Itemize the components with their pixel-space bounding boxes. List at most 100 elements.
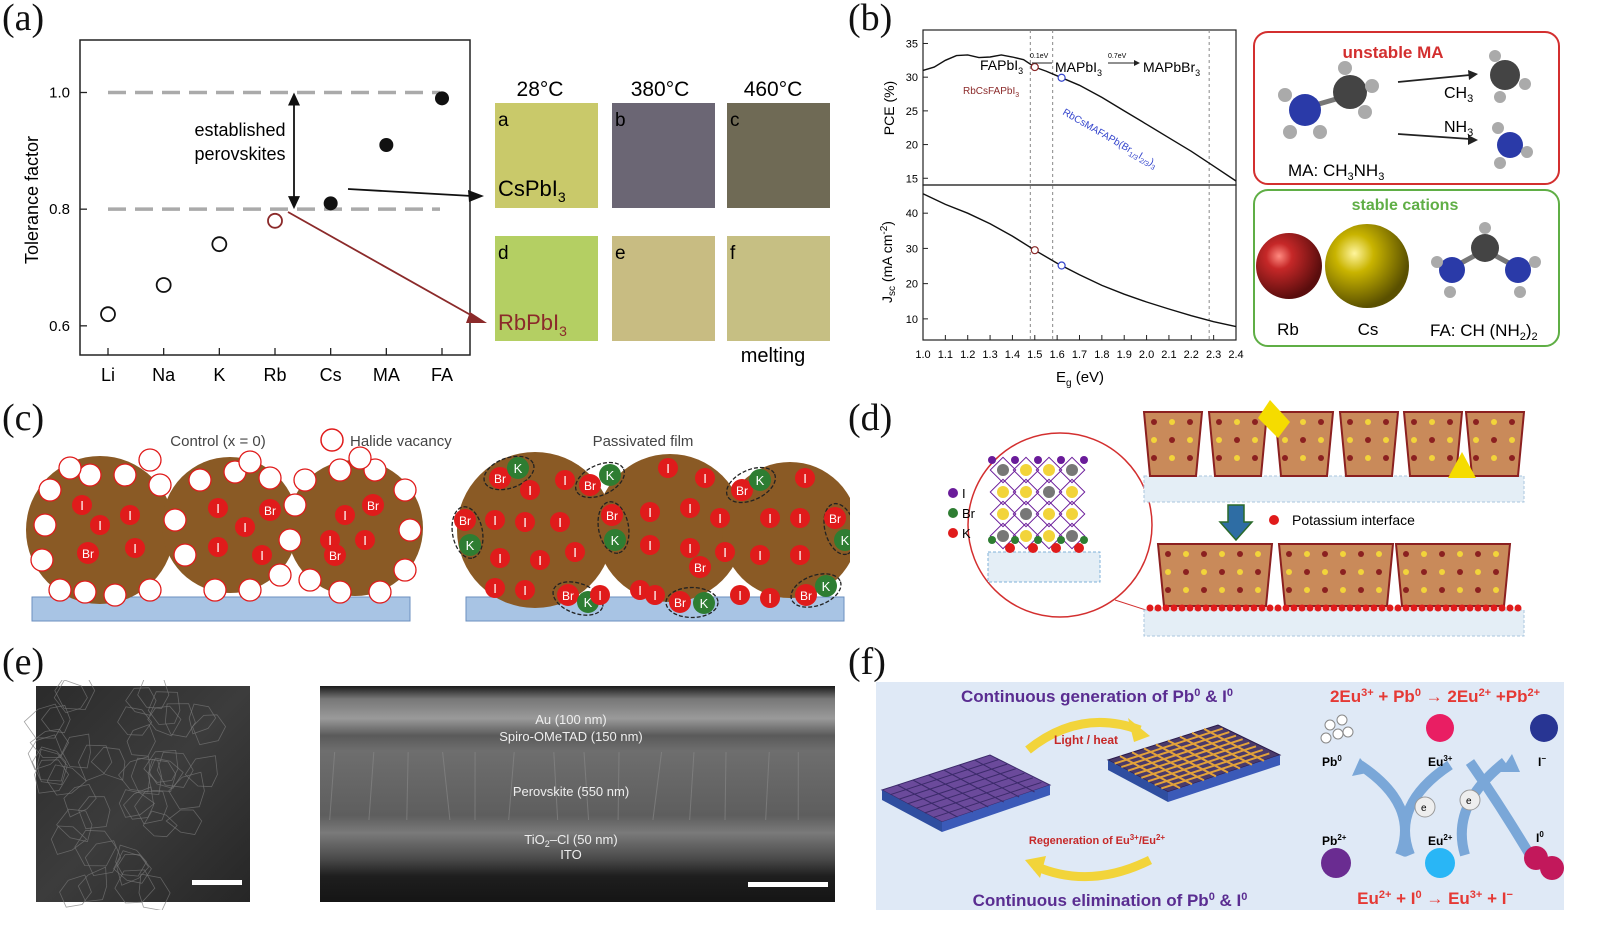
pb0-cluster-icon <box>1320 714 1354 744</box>
pce-ytick-label: 30 <box>906 72 918 84</box>
k-br-pair-outline <box>483 455 535 491</box>
degraded-grain-boundary <box>1134 738 1243 776</box>
passivated-ion-br <box>601 504 623 526</box>
tile-c <box>727 103 830 208</box>
panel-b-chart: 35 30 25 20 15 40 30 20 10 1.0 1.1 1.2 1.3 1.4 1.5 1.… <box>879 29 1560 389</box>
halide-vacancy <box>328 580 352 604</box>
bottom-block-atom <box>1475 551 1481 557</box>
potassium-layer-dot <box>1498 604 1506 612</box>
bottom-block-atom <box>1457 551 1463 557</box>
sem-grain-boundary <box>164 703 196 738</box>
bottom-block-atom <box>1457 587 1463 593</box>
halide-vacancy <box>293 468 317 492</box>
passivated-ion-i <box>790 545 810 565</box>
passivated-ion-br-text: Br <box>674 596 686 610</box>
b-xtick-label: 1.1 <box>938 349 953 361</box>
b-xtick-label: 1.0 <box>915 349 930 361</box>
panel-a-chart: 0.6 0.8 1.0 Li Na K Rb Cs MA FA Tolerance factor… <box>22 39 830 385</box>
lattice-octahedron <box>989 500 1017 528</box>
bottom-block-atom <box>1403 569 1409 575</box>
lattice-octahedron <box>1058 456 1086 484</box>
potassium-layer-dot <box>1178 604 1186 612</box>
passivated-ion-br <box>579 474 601 496</box>
degraded-grain-boundary <box>1141 741 1250 779</box>
top-block-atom <box>1429 455 1435 461</box>
top-block-atom <box>1300 437 1306 443</box>
sem-columnar-grain <box>689 751 695 821</box>
lattice-atom <box>1043 486 1055 498</box>
passivated-ion-i <box>760 588 780 608</box>
passivated-ion-i-text: I <box>498 551 502 566</box>
potassium-layer-dot <box>1386 604 1394 612</box>
mapbbr3-text: MAPbBr3 <box>1143 59 1200 78</box>
bottom-block-atom <box>1286 587 1292 593</box>
passivated-ion-br <box>557 584 579 606</box>
passivated-ion-i <box>550 512 570 532</box>
passivated-ion-i-text: I <box>538 553 542 568</box>
cs-arrowhead <box>468 190 484 202</box>
k-br-pair-outline <box>574 461 626 499</box>
potassium-layer-dot <box>1242 604 1250 612</box>
electron-icon-1 <box>1414 796 1436 818</box>
passivated-ion-i-text: I <box>523 515 527 530</box>
potassium-layer-dot <box>1410 604 1418 612</box>
potassium-layer-dot <box>1154 604 1162 612</box>
temp-460: 460°C <box>744 78 803 101</box>
bottom-block-atom <box>1165 569 1171 575</box>
passivated-ion-i <box>710 508 730 528</box>
potassium-layer-dot <box>1282 604 1290 612</box>
top-block-atom <box>1509 455 1515 461</box>
top-block-atom <box>1411 437 1417 443</box>
scale-bar-1 <box>192 880 242 885</box>
a-xtick-label: Na <box>152 365 176 385</box>
bottom-block-atom <box>1439 569 1445 575</box>
bottom-block-atom <box>1237 569 1243 575</box>
pce-marker-rbcsma <box>1057 73 1066 82</box>
bottom-block-atom <box>1421 587 1427 593</box>
control-ion-br-text: Br <box>367 499 379 513</box>
passivated-ion-i <box>760 508 780 528</box>
halide-vacancy <box>238 450 262 474</box>
passivated-ion-br <box>795 584 817 606</box>
passivated-ion-k <box>604 529 626 551</box>
eg-xlabel: Eg (eV) <box>1056 369 1104 389</box>
ma-arrow-ch3 <box>1397 74 1471 83</box>
halide-vacancy <box>268 563 292 587</box>
sem-grain-boundary <box>184 755 218 788</box>
sem-grain-boundary <box>143 749 179 783</box>
lattice-atom <box>1066 530 1078 542</box>
bottom-block-atom <box>1183 569 1189 575</box>
lattice-atom <box>1066 486 1078 498</box>
pristine-grain-boundary <box>924 777 1034 814</box>
control-ion-i <box>125 538 145 558</box>
potassium-layer-dot <box>1418 604 1426 612</box>
passivated-ion-k-text: K <box>466 538 475 553</box>
sem-grain-boundary <box>137 680 170 709</box>
sem-grain-boundary <box>61 733 91 769</box>
passivated-ion-i-text: I <box>523 583 527 598</box>
passivated-ion-i-text: I <box>703 471 707 486</box>
degraded-grain-boundary <box>1191 731 1253 766</box>
point-na <box>155 277 172 293</box>
control-ion-i-text: I <box>216 501 220 516</box>
pb2-label: Pb2+ <box>1322 833 1347 848</box>
bottom-block-atom <box>1219 551 1225 557</box>
lattice-octahedron <box>989 522 1017 550</box>
potassium-layer-dot <box>1434 604 1442 612</box>
band-arrowhead-top <box>288 92 300 106</box>
passivated-ion-i-text: I <box>573 545 577 560</box>
degraded-grain-boundary <box>1154 748 1263 786</box>
bottom-block <box>1156 543 1274 607</box>
legend-k-dot <box>948 528 958 538</box>
potassium-layer-dot <box>1450 604 1458 612</box>
sem-grain-boundary <box>142 810 178 838</box>
bottom-block-atom <box>1376 551 1382 557</box>
scale-bar-2 <box>748 882 828 887</box>
sem-columnar-grain <box>765 751 770 821</box>
panel-a-label: (a) <box>2 0 45 39</box>
passivated-ion-i <box>795 468 815 488</box>
passivated-ion-br-text: Br <box>459 514 471 528</box>
control-ion-i-text: I <box>243 520 247 535</box>
eu2-ball-icon <box>1425 848 1455 878</box>
potassium-layer-dot <box>1234 604 1242 612</box>
